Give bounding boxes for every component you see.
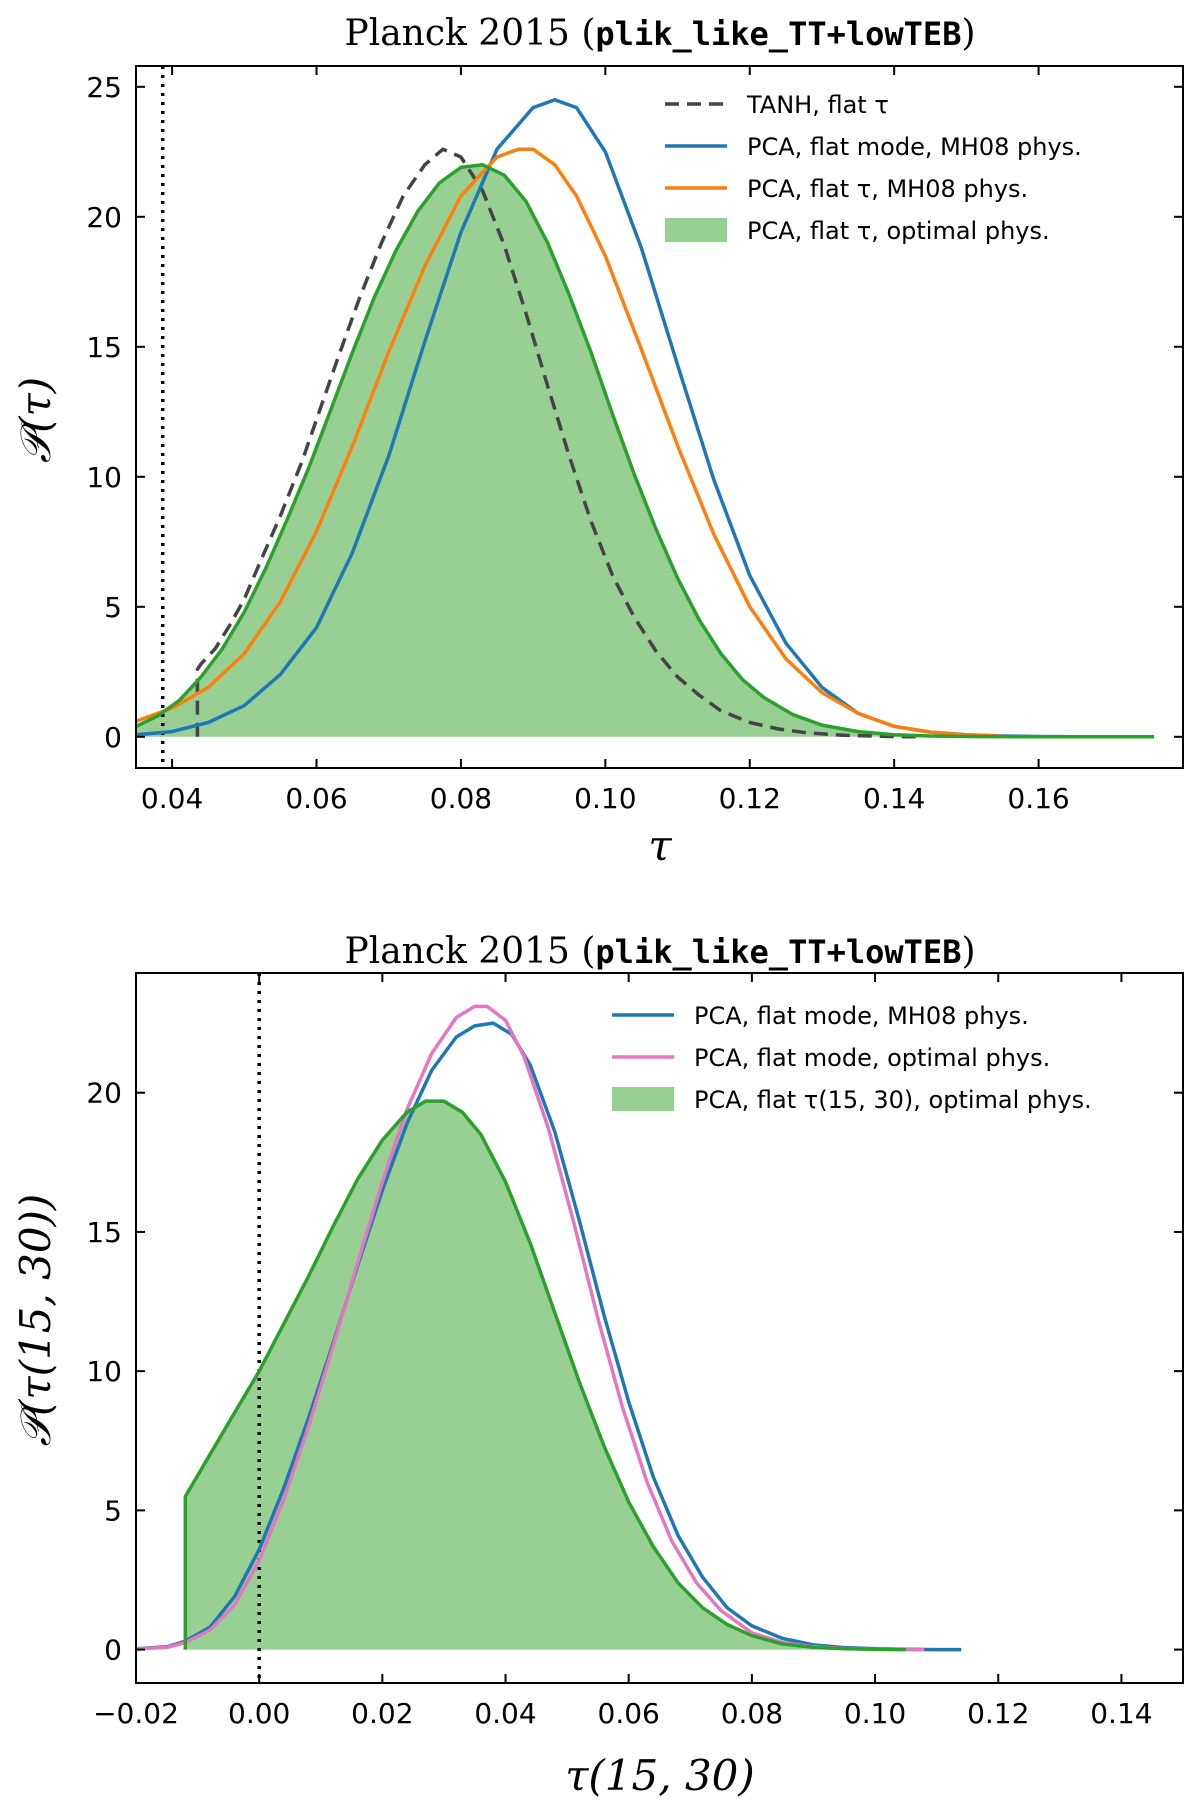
bottom-legend-label-1: PCA, flat mode, optimal phys. [694, 1044, 1050, 1072]
top-y-tick-label: 20 [86, 201, 122, 234]
top-x-tick-label: 0.06 [285, 782, 347, 815]
top-plot-frame [135, 65, 1184, 769]
bottom-y-tick-label: 0 [104, 1634, 122, 1667]
top-x-tick-label: 0.14 [863, 782, 925, 815]
bottom-legend-label-2: PCA, flat τ(15, 30), optimal phys. [694, 1086, 1092, 1114]
top-series-fill-3 [136, 164, 1155, 737]
bottom-series-line-2 [183, 1099, 906, 1652]
bottom-plot-frame [135, 972, 1184, 1684]
top-panel-y-axis-label: 𝒫(τ) [11, 377, 60, 463]
top-x-tick-label: 0.12 [719, 782, 781, 815]
top-panel: Planck 2015 (plik_like_TT+lowTEB) 0.04 0.… [11, 13, 1184, 870]
top-legend-label-1: PCA, flat mode, MH08 phys. [747, 133, 1082, 161]
bottom-legend-label-0: PCA, flat mode, MH08 phys. [694, 1002, 1029, 1030]
top-x-tick-label: 0.10 [574, 782, 636, 815]
top-y-tick-label: 25 [86, 71, 122, 104]
top-legend-label-0: TANH, flat τ [746, 91, 889, 119]
bottom-x-tick-label: 0.06 [598, 1697, 660, 1730]
bottom-x-tick-label: 0.12 [967, 1697, 1029, 1730]
bottom-x-tick-label: 0.04 [474, 1697, 536, 1730]
top-x-tick-label: 0.16 [1007, 782, 1069, 815]
top-y-tick-label: 0 [104, 721, 122, 754]
bottom-x-tick-label: 0.02 [351, 1697, 413, 1730]
bottom-x-tick-label: 0.10 [844, 1697, 906, 1730]
top-series-line-2 [136, 147, 1003, 739]
bottom-legend-swatch-2 [612, 1087, 674, 1111]
bottom-y-tick-label: 15 [86, 1216, 122, 1249]
top-legend-label-2: PCA, flat τ, MH08 phys. [747, 175, 1028, 203]
bottom-panel-y-axis-label: 𝒫(τ(15, 30)) [11, 1194, 60, 1447]
bottom-panel-title: Planck 2015 (plik_like_TT+lowTEB) [344, 931, 975, 972]
bottom-x-tick-label: 0.14 [1090, 1697, 1152, 1730]
bottom-y-tick-label: 20 [86, 1077, 122, 1110]
top-panel-x-axis-label: τ [648, 821, 672, 870]
top-series-line-3 [136, 163, 1155, 739]
bottom-panel: Planck 2015 (plik_like_TT+lowTEB) −0.02 0… [11, 931, 1184, 1800]
top-legend-swatch-3 [665, 218, 727, 242]
bottom-x-tick-label: 0.08 [721, 1697, 783, 1730]
bottom-x-tick-label: −0.02 [93, 1697, 179, 1730]
bottom-series-fill-2 [185, 1101, 906, 1650]
bottom-y-tick-label: 5 [104, 1494, 122, 1527]
top-panel-title: Planck 2015 (plik_like_TT+lowTEB) [344, 13, 975, 54]
top-legend-label-3: PCA, flat τ, optimal phys. [747, 217, 1050, 245]
top-y-tick-label: 10 [86, 461, 122, 494]
top-series-line-0 [195, 147, 916, 739]
top-y-tick-label: 15 [86, 331, 122, 364]
bottom-y-tick-label: 10 [86, 1355, 122, 1388]
bottom-panel-x-axis-label: τ(15, 30) [565, 1751, 755, 1800]
bottom-series-line-1 [136, 1004, 925, 1652]
top-y-tick-label: 5 [104, 591, 122, 624]
bottom-x-tick-label: 0.00 [228, 1697, 290, 1730]
top-x-tick-label: 0.04 [141, 782, 203, 815]
top-x-tick-label: 0.08 [430, 782, 492, 815]
